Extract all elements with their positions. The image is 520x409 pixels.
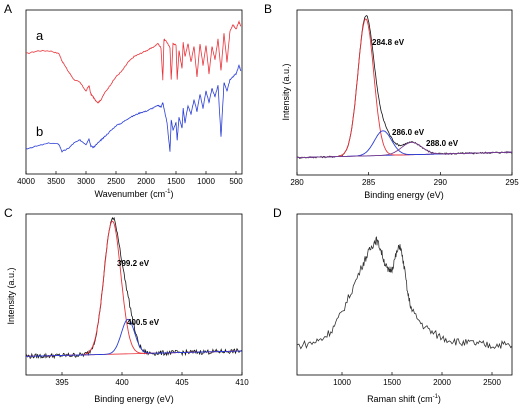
annotation-400-5: 400.5 eV: [127, 318, 160, 327]
x-tick-label: 1500: [383, 378, 401, 387]
x-axis-label-a: Wavenumber (cm-1): [94, 189, 173, 199]
series-group-c: [25, 216, 243, 360]
x-tick-label: 395: [55, 378, 69, 387]
x-tick-label: 1000: [333, 378, 351, 387]
x-tick-label: 405: [175, 378, 189, 387]
x-tick-label: 2500: [483, 378, 501, 387]
x-tick-label: 500: [229, 177, 243, 186]
x-ticks-c: 395 400 405 410: [55, 372, 249, 387]
x-tick-label: 2000: [137, 177, 155, 186]
panel-letter-a: A: [4, 2, 12, 16]
fit-peak-line: [297, 141, 512, 159]
fit-peak-line: [26, 220, 242, 357]
plot-frame-c: [25, 213, 243, 376]
x-tick-label: 3500: [47, 177, 65, 186]
annotation-288-0: 288.0 eV: [426, 139, 459, 148]
x-tick-label: 2000: [433, 378, 451, 387]
annotation-284-8: 284.8 eV: [372, 38, 405, 47]
series-group-d: [296, 236, 513, 350]
series-line: [296, 236, 513, 350]
annotation-286-0: 286.0 eV: [392, 128, 425, 137]
x-tick-label: 410: [235, 378, 249, 387]
series-line-a: [25, 20, 242, 104]
x-axis-label-d: Raman shift (cm-1): [367, 394, 441, 404]
x-tick-label: 280: [290, 178, 304, 187]
panel-c: C 395 400 405 410 Intensity (a.u.) Binding …: [4, 206, 249, 404]
x-axis-label-a-sup: -1: [165, 189, 171, 195]
fit-peak-line: [26, 318, 242, 357]
series-group-a: [25, 20, 242, 153]
y-axis-label-b: Intensity (a.u.): [281, 63, 291, 120]
panel-b: B 280 285 290 295 Intensity (a.u.) Binding …: [264, 2, 519, 200]
x-axis-label-a-main: Wavenumber (cm: [94, 189, 165, 199]
curve-label-a: a: [36, 28, 44, 43]
plot-frame-d: [296, 213, 513, 376]
panel-d: D 1000 1500 2000 2500 Raman shift (cm-1): [273, 206, 513, 404]
x-axis-label-c: Binding energy (eV): [94, 394, 174, 404]
series-line-b: [25, 64, 242, 153]
x-ticks-d: 1000 1500 2000 2500: [333, 372, 501, 387]
panel-letter-c: C: [4, 206, 13, 220]
x-tick-label: 1500: [167, 177, 185, 186]
curve-label-b: b: [36, 124, 43, 139]
x-axis-label-d-sup: -1: [433, 394, 439, 400]
x-tick-label: 285: [362, 178, 376, 187]
x-axis-label-b: Binding energy (eV): [364, 190, 444, 200]
x-axis-label-d-main: Raman shift (cm: [367, 394, 433, 404]
x-tick-label: 400: [115, 378, 129, 387]
raw-spectrum-line: [25, 216, 243, 360]
x-tick-label: 4000: [17, 177, 35, 186]
panel-a: A 4000 3500 3000 2500 2000 1500 1000 500 a b Wa…: [4, 2, 243, 199]
x-ticks-b: 280 285 290 295: [290, 172, 519, 187]
y-axis-label-c: Intensity (a.u.): [6, 267, 16, 324]
x-axis-label-a-close: ): [171, 189, 174, 199]
series-group-b: [296, 15, 513, 159]
x-axis-label-d-close: ): [438, 394, 441, 404]
panel-letter-b: B: [264, 2, 272, 16]
x-tick-label: 3000: [77, 177, 95, 186]
x-tick-label: 2500: [107, 177, 125, 186]
panel-letter-d: D: [273, 206, 282, 220]
x-tick-label: 295: [505, 178, 519, 187]
x-ticks-a: 4000 3500 3000 2500 2000 1500 1000 500: [17, 171, 243, 186]
x-tick-label: 1000: [197, 177, 215, 186]
x-tick-label: 290: [434, 178, 448, 187]
annotation-399-2: 399.2 eV: [117, 259, 150, 268]
plot-frame-b: [296, 9, 513, 176]
plot-frame-a: [25, 9, 243, 175]
